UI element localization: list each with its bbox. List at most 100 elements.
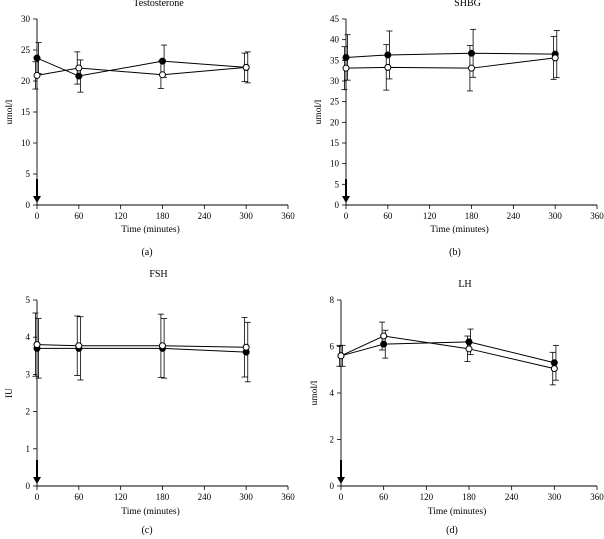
series-line-open xyxy=(36,66,247,76)
chart-title: Testosterone xyxy=(133,0,184,9)
x-tick-label: 240 xyxy=(198,492,212,502)
y-tick-label: 1 xyxy=(26,444,31,454)
panel-label: (d) xyxy=(446,525,458,536)
data-point-open xyxy=(551,54,559,62)
y-tick-label: 8 xyxy=(330,295,335,305)
y-tick-label: 40 xyxy=(330,35,340,45)
y-tick-label: 30 xyxy=(330,76,340,86)
y-tick-label: 20 xyxy=(21,76,31,86)
x-axis-label: Time (minutes) xyxy=(121,506,180,517)
x-tick-label: 180 xyxy=(462,492,476,502)
y-tick-label: 30 xyxy=(21,14,31,24)
series-line-open xyxy=(340,335,555,370)
x-tick-label: 300 xyxy=(239,211,253,221)
x-tick-label: 120 xyxy=(114,492,128,502)
y-axis-label: IU xyxy=(5,388,15,398)
data-point-filled xyxy=(342,53,350,61)
y-tick-label: 35 xyxy=(330,55,340,65)
data-point-filled xyxy=(159,57,166,65)
x-axis-label: Time (minutes) xyxy=(121,224,180,235)
y-tick-label: 5 xyxy=(26,295,31,305)
data-point-open xyxy=(465,345,473,353)
x-tick-label: 60 xyxy=(74,492,84,502)
y-tick-label: 0 xyxy=(26,481,31,491)
data-point-filled xyxy=(550,359,558,367)
x-tick-label: 300 xyxy=(548,211,562,221)
chart-title: LH xyxy=(458,279,471,290)
x-tick-label: 240 xyxy=(198,211,212,221)
x-tick-label: 300 xyxy=(239,492,253,502)
panel-label: (b) xyxy=(449,247,461,258)
x-tick-label: 240 xyxy=(507,211,521,221)
x-tick-label: 240 xyxy=(505,492,519,502)
data-point-filled xyxy=(465,338,473,346)
data-point-open xyxy=(242,343,250,351)
series-line-filled xyxy=(340,341,555,364)
y-tick-label: 25 xyxy=(21,45,31,55)
x-tick-label: 120 xyxy=(420,492,434,502)
data-point-open xyxy=(468,64,475,72)
data-point-open xyxy=(33,71,41,79)
panel-label: (a) xyxy=(141,247,152,258)
x-tick-label: 60 xyxy=(379,492,389,502)
x-axis-label: Time (minutes) xyxy=(428,506,487,517)
data-point-open xyxy=(380,332,388,340)
y-axis-label: umol/l xyxy=(314,99,324,124)
x-axis-label: Time (minutes) xyxy=(430,224,489,235)
y-tick-label: 2 xyxy=(330,435,335,445)
y-tick-label: 20 xyxy=(330,117,340,127)
x-tick-label: 360 xyxy=(281,211,295,221)
data-point-filled xyxy=(384,51,392,59)
y-tick-label: 4 xyxy=(330,388,335,398)
down-arrow-icon xyxy=(337,477,345,484)
x-tick-label: 300 xyxy=(548,492,562,502)
y-tick-label: 15 xyxy=(330,138,340,148)
y-tick-label: 0 xyxy=(330,481,335,491)
data-point-filled xyxy=(75,72,83,80)
y-tick-label: 2 xyxy=(26,407,31,417)
data-point-open xyxy=(75,342,83,350)
y-tick-label: 4 xyxy=(26,332,31,342)
y-tick-label: 0 xyxy=(26,200,31,210)
x-tick-label: 120 xyxy=(114,211,128,221)
data-point-open xyxy=(33,341,41,349)
data-point-filled xyxy=(468,49,475,57)
panel-label: (c) xyxy=(141,525,152,536)
x-tick-label: 60 xyxy=(383,211,393,221)
data-point-open xyxy=(550,365,558,373)
y-tick-label: 10 xyxy=(21,138,31,148)
data-point-open xyxy=(242,63,250,71)
x-tick-label: 360 xyxy=(590,492,604,502)
series-line-open xyxy=(345,57,556,69)
chart-panel-3: FSH 0 1 2 3 4 5 0 60 120 180 240 300 360 Time (minutes… xyxy=(5,269,295,536)
data-point-open xyxy=(384,63,392,71)
y-tick-label: 3 xyxy=(26,369,31,379)
x-tick-label: 60 xyxy=(74,211,84,221)
x-tick-label: 180 xyxy=(156,211,170,221)
y-tick-label: 0 xyxy=(335,200,340,210)
y-tick-label: 25 xyxy=(330,97,340,107)
x-tick-label: 0 xyxy=(35,211,40,221)
down-arrow-icon xyxy=(33,477,41,484)
x-tick-label: 180 xyxy=(465,211,479,221)
x-tick-label: 360 xyxy=(590,211,604,221)
chart-title: FSH xyxy=(149,269,167,280)
down-arrow-icon xyxy=(33,196,41,203)
y-tick-label: 5 xyxy=(335,179,340,189)
data-point-open xyxy=(159,71,166,79)
y-tick-label: 5 xyxy=(26,169,31,179)
y-tick-label: 6 xyxy=(330,342,335,352)
x-tick-label: 0 xyxy=(339,492,344,502)
data-point-open xyxy=(75,64,83,72)
chart-panel-4: LH 0 2 4 6 8 0 60 120 180 240 300 360 Time (minutes) u… xyxy=(310,279,604,536)
series-line-filled xyxy=(345,52,556,58)
y-tick-label: 15 xyxy=(21,107,31,117)
x-tick-label: 120 xyxy=(423,211,437,221)
data-point-open xyxy=(342,64,350,72)
y-tick-label: 45 xyxy=(330,14,340,24)
x-tick-label: 0 xyxy=(344,211,349,221)
series-line-filled xyxy=(36,57,247,77)
x-tick-label: 360 xyxy=(281,492,295,502)
